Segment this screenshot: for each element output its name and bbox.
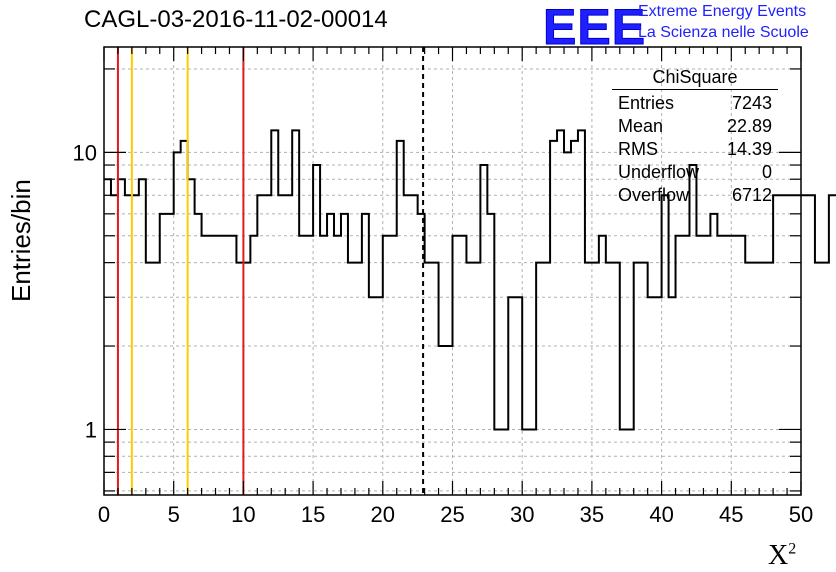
x-tick-label: 15: [301, 502, 325, 527]
stats-label: Underflow: [618, 162, 700, 182]
x-tick-label: 25: [440, 502, 464, 527]
stats-row-mean: Mean 22.89: [612, 115, 778, 138]
eee-logo: EEE: [542, 0, 647, 56]
stats-value: 14.39: [726, 139, 772, 159]
x-tick-label: 0: [98, 502, 110, 527]
chart-title: CAGL-03-2016-11-02-00014: [84, 6, 388, 33]
y-tick-label: 10: [73, 140, 97, 165]
histogram-series: [104, 129, 836, 431]
logo-caption-line2: La Scienza nelle Scuole: [638, 24, 809, 41]
x-tick-label: 35: [580, 502, 604, 527]
logo-caption-line1: Extreme Energy Events: [638, 3, 807, 20]
stats-box-title: ChiSquare: [612, 67, 778, 90]
x-tick-label: 50: [789, 502, 813, 527]
stats-value: 0: [761, 162, 772, 182]
y-tick-label: 1: [85, 417, 97, 442]
stats-row-underflow: Underflow 0: [612, 161, 778, 184]
stats-label: Entries: [618, 93, 675, 113]
stats-label: RMS: [618, 139, 658, 159]
x-tick-label: 20: [371, 502, 395, 527]
x-axis-label-superscript: 2: [788, 540, 797, 558]
x-tick-label: 45: [719, 502, 743, 527]
stats-value: 22.89: [726, 116, 772, 136]
stats-box: ChiSquare Entries 7243 Mean 22.89 RMS 14…: [612, 67, 778, 207]
x-tick-label: 30: [510, 502, 534, 527]
stats-value: 6712: [731, 185, 772, 205]
stats-row-overflow: Overflow 6712: [612, 184, 778, 207]
stats-row-entries: Entries 7243: [612, 92, 778, 115]
x-tick-label: 10: [231, 502, 255, 527]
y-axis-label: Entries/bin: [6, 179, 36, 302]
x-axis-label: X2: [768, 540, 796, 572]
stats-value: 7243: [731, 93, 772, 113]
stats-row-rms: RMS 14.39: [612, 138, 778, 161]
stats-label: Mean: [618, 116, 664, 136]
x-tick-label: 40: [649, 502, 673, 527]
stats-label: Overflow: [618, 185, 690, 205]
x-axis-label-base: X: [768, 540, 789, 571]
x-tick-label: 5: [168, 502, 180, 527]
